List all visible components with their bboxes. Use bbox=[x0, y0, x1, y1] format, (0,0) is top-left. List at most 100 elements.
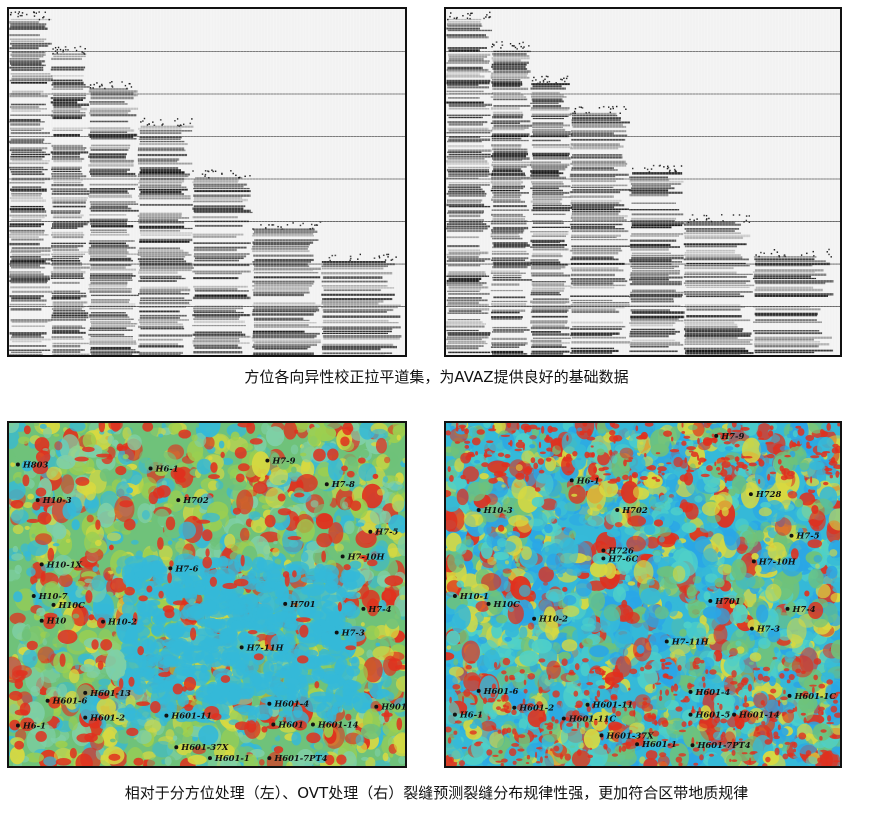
well-label: H7-9 bbox=[271, 456, 295, 466]
left-well-24: H601-11 bbox=[164, 711, 212, 721]
right-well-23: H6-1 bbox=[452, 710, 483, 720]
well-label: H7-5 bbox=[374, 527, 398, 537]
left-well-5: H702 bbox=[176, 495, 209, 505]
well-label: H10C bbox=[57, 600, 85, 610]
well-label: H7-10H bbox=[347, 551, 386, 561]
well-marker-icon bbox=[174, 745, 179, 750]
right-well-25: H601-37X bbox=[599, 730, 654, 740]
left-well-20: H601-4 bbox=[267, 699, 309, 709]
left-well-6: H7-5 bbox=[368, 527, 399, 537]
well-label: H601-2 bbox=[518, 703, 554, 713]
well-marker-icon bbox=[31, 594, 36, 598]
left-well-2: H7-9 bbox=[265, 456, 296, 466]
well-marker-icon bbox=[751, 559, 756, 564]
gather-panel-left bbox=[7, 7, 407, 357]
well-label: H7-8 bbox=[331, 479, 355, 489]
well-label: H701 bbox=[289, 599, 315, 609]
well-marker-icon bbox=[340, 554, 345, 559]
well-label: H7-11H bbox=[671, 636, 710, 646]
left-well-1: H6-1 bbox=[148, 463, 179, 473]
right-well-10: H10C bbox=[486, 599, 520, 609]
well-label: H7-4 bbox=[367, 604, 391, 614]
right-well-2: H10-3 bbox=[476, 505, 513, 515]
well-marker-icon bbox=[732, 712, 737, 717]
well-label: H601-6 bbox=[52, 696, 88, 706]
right-well-6: H726 bbox=[601, 545, 634, 555]
well-marker-icon bbox=[83, 715, 88, 720]
left-well-16: H7-3 bbox=[334, 628, 365, 638]
caption-bottom: 相对于分方位处理（左）、OVT处理（右）裂缝预测裂缝分布规律性强，更加符合区带地… bbox=[124, 784, 749, 802]
well-label: H601-37X bbox=[605, 730, 654, 740]
right-well-11: H701 bbox=[708, 596, 741, 606]
well-marker-icon bbox=[164, 713, 169, 718]
well-marker-icon bbox=[452, 594, 457, 598]
right-well-3: H702 bbox=[615, 505, 648, 515]
well-marker-icon bbox=[51, 602, 56, 607]
well-label: H10-2 bbox=[538, 614, 568, 624]
well-marker-icon bbox=[486, 601, 491, 606]
well-marker-icon bbox=[176, 498, 181, 503]
well-marker-icon bbox=[310, 722, 315, 727]
well-label: H601-37X bbox=[180, 742, 229, 752]
left-well-10: H10-7 bbox=[31, 591, 68, 601]
right-well-7: H7-6C bbox=[601, 553, 638, 563]
well-marker-icon bbox=[569, 478, 574, 483]
well-marker-icon bbox=[585, 702, 590, 707]
left-well-25: H601 bbox=[271, 719, 304, 729]
well-label: H601-6 bbox=[483, 686, 519, 696]
well-label: H7-9 bbox=[720, 431, 744, 441]
right-well-8: H7-10H bbox=[751, 556, 797, 566]
right-well-19: H601-2 bbox=[512, 703, 554, 713]
well-label: H601-14 bbox=[738, 710, 780, 720]
right-well-18: H601-1C bbox=[787, 691, 836, 701]
well-label: H702 bbox=[621, 505, 648, 515]
well-label: H601-14 bbox=[317, 719, 359, 729]
right-well-20: H601-11 bbox=[585, 700, 634, 710]
well-label: H601-2 bbox=[89, 713, 125, 723]
well-label: H728 bbox=[755, 489, 782, 499]
well-marker-icon bbox=[207, 756, 212, 761]
well-marker-icon bbox=[615, 508, 620, 512]
right-well-13: H10-2 bbox=[532, 614, 568, 624]
left-well-15: H10-2 bbox=[101, 617, 137, 627]
right-well-9: H10-1 bbox=[452, 591, 489, 601]
well-marker-icon bbox=[283, 601, 288, 606]
well-marker-icon bbox=[39, 618, 44, 623]
well-marker-icon bbox=[45, 698, 50, 703]
well-marker-icon bbox=[148, 466, 153, 471]
well-label: H10-1X bbox=[46, 559, 83, 569]
left-well-18: H601-13 bbox=[83, 688, 131, 698]
well-label: H803 bbox=[22, 459, 49, 469]
well-label: H7-11H bbox=[246, 642, 285, 652]
well-marker-icon bbox=[374, 704, 379, 709]
left-well-17: H7-11H bbox=[239, 642, 285, 652]
well-label: H7-3 bbox=[341, 628, 365, 638]
left-well-28: H601-1 bbox=[207, 753, 250, 763]
left-well-8: H10-1X bbox=[39, 559, 83, 569]
well-label: H6-1 bbox=[155, 463, 179, 473]
well-label: H7-6C bbox=[607, 553, 638, 563]
well-label: H601-7PT4 bbox=[696, 740, 750, 750]
well-marker-icon bbox=[635, 742, 640, 747]
well-marker-icon bbox=[35, 498, 40, 503]
right-well-16: H601-6 bbox=[476, 686, 519, 696]
right-well-1: H6-1 bbox=[569, 475, 600, 485]
well-marker-icon bbox=[561, 716, 566, 721]
well-label: H601-11 bbox=[170, 711, 212, 721]
well-label: H601-11 bbox=[592, 700, 634, 710]
well-label: H6-1 bbox=[22, 720, 46, 730]
well-marker-icon bbox=[714, 433, 719, 438]
well-label: H10-1 bbox=[459, 591, 489, 601]
well-marker-icon bbox=[83, 690, 88, 695]
well-label: H7-4 bbox=[791, 604, 815, 614]
right-well-24: H601-11C bbox=[561, 714, 616, 724]
fracture-map-left: H803 H6-1 H7-9 H7-8 H10-3 H702 H7-5 H7-10H H10-1… bbox=[7, 421, 407, 768]
well-marker-icon bbox=[265, 458, 270, 463]
well-label: H701 bbox=[714, 596, 740, 606]
well-label: H601-7PT4 bbox=[273, 753, 327, 763]
well-label: H601 bbox=[277, 719, 303, 729]
well-label: H7-3 bbox=[756, 624, 780, 634]
well-label: H7-6 bbox=[174, 563, 198, 573]
caption-top: 方位各向异性校正拉平道集，为AVAZ提供良好的基础数据 bbox=[244, 368, 629, 386]
well-label: H601-4 bbox=[694, 687, 730, 697]
